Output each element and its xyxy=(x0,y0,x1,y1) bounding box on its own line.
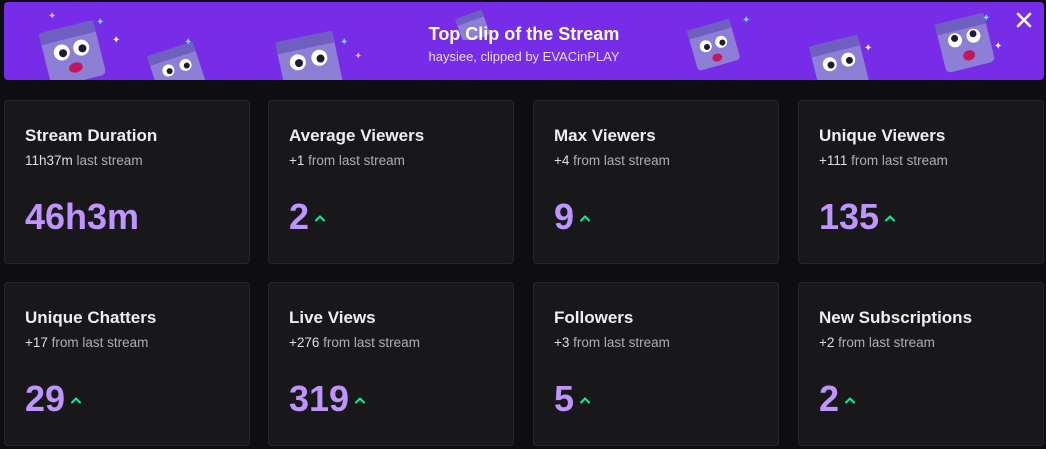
stat-delta-text: from last stream xyxy=(569,335,670,350)
sparkle-icon: ✦ xyxy=(96,17,105,28)
stat-delta: +111 from last stream xyxy=(819,153,948,168)
stat-value-row: 46h3m xyxy=(25,195,139,239)
stat-delta: +276 from last stream xyxy=(289,335,420,350)
stat-value: 2 xyxy=(289,196,310,237)
sparkle-icon: ✦ xyxy=(112,35,121,46)
stat-delta-value: +2 xyxy=(819,335,835,350)
stat-title: Average Viewers xyxy=(289,126,425,145)
stat-value: 29 xyxy=(25,378,66,419)
mascot-icon xyxy=(455,10,490,40)
stat-delta-text: from last stream xyxy=(47,335,149,350)
stat-card-followers: Followers +3 from last stream 5 xyxy=(533,282,779,446)
stat-card-unique-viewers: Unique Viewers +111 from last stream 135 xyxy=(798,100,1044,264)
stat-card-average-viewers: Average Viewers +1 from last stream 2 xyxy=(268,100,514,264)
stat-delta-text: from last stream xyxy=(847,153,948,168)
sparkle-icon: ✦ xyxy=(184,37,193,48)
mascot-icon xyxy=(146,41,205,80)
stat-card-unique-chatters: Unique Chatters +17 from last stream 29 xyxy=(4,282,250,446)
trend-up-icon xyxy=(315,215,326,222)
stat-value: 9 xyxy=(554,196,575,237)
stat-value-row: 29 xyxy=(25,377,82,421)
stat-card-new-subscriptions: New Subscriptions +2 from last stream 2 xyxy=(798,282,1044,446)
stat-card-live-views: Live Views +276 from last stream 319 xyxy=(268,282,514,446)
mascot-icon xyxy=(808,34,869,80)
mascot-icon xyxy=(934,12,995,73)
sparkle-icon: ✦ xyxy=(864,43,873,54)
sparkle-icon: ✦ xyxy=(48,11,57,22)
stat-value-row: 135 xyxy=(819,195,896,239)
stat-title: Max Viewers xyxy=(554,126,656,145)
mascot-icon xyxy=(275,30,344,80)
sparkle-icon: ✦ xyxy=(982,13,991,24)
stat-title: Stream Duration xyxy=(25,126,158,145)
sparkle-icon: ✦ xyxy=(742,15,751,26)
stat-card-stream-duration: Stream Duration 11h37m last stream 46h3m xyxy=(4,100,250,264)
mascot-icon xyxy=(686,18,740,71)
banner-title: Top Clip of the Stream xyxy=(428,24,620,44)
trend-up-icon xyxy=(71,397,82,404)
stat-delta-text: from last stream xyxy=(569,153,670,168)
stat-delta: +2 from last stream xyxy=(819,335,935,350)
stat-card-max-viewers: Max Viewers +4 from last stream 9 xyxy=(533,100,779,264)
stat-value-row: 2 xyxy=(289,195,326,239)
close-icon xyxy=(1016,12,1032,28)
trend-up-icon xyxy=(845,397,856,404)
stat-value-row: 319 xyxy=(289,377,366,421)
stat-delta-value: 11h37m xyxy=(25,153,73,168)
banner-subtitle: haysiee, clipped by EVACinPLAY xyxy=(428,49,620,64)
stat-value: 319 xyxy=(289,378,350,419)
close-button[interactable] xyxy=(1012,8,1036,32)
stat-title: Followers xyxy=(554,308,634,327)
stat-value: 135 xyxy=(819,196,880,237)
stat-delta-value: +17 xyxy=(25,335,48,350)
stat-delta: +1 from last stream xyxy=(289,153,405,168)
stat-value-row: 9 xyxy=(554,195,591,239)
stat-delta: 11h37m last stream xyxy=(25,153,143,168)
stat-delta-value: +4 xyxy=(554,153,570,168)
stat-value: 2 xyxy=(819,378,840,419)
stat-title: Unique Viewers xyxy=(819,126,946,145)
stat-delta: +17 from last stream xyxy=(25,335,148,350)
trend-up-icon xyxy=(580,215,591,222)
sparkle-icon: ✦ xyxy=(354,51,363,62)
stat-delta-value: +3 xyxy=(554,335,570,350)
stat-title: Unique Chatters xyxy=(25,308,157,327)
trend-up-icon xyxy=(885,215,896,222)
stat-value: 5 xyxy=(554,378,575,419)
stat-title: Live Views xyxy=(289,308,376,327)
stat-delta-text: from last stream xyxy=(304,153,405,168)
stat-delta-value: +1 xyxy=(289,153,305,168)
stat-delta-text: from last stream xyxy=(834,335,935,350)
stat-delta: +4 from last stream xyxy=(554,153,670,168)
sparkle-icon: ✦ xyxy=(340,37,349,48)
sparkle-icon: ✦ xyxy=(994,41,1003,52)
stat-delta: +3 from last stream xyxy=(554,335,670,350)
stat-delta-text: last stream xyxy=(72,153,143,168)
stat-delta-text: from last stream xyxy=(319,335,420,350)
stat-delta-value: +276 xyxy=(289,335,320,350)
stat-delta-value: +111 xyxy=(819,153,848,168)
stat-title: New Subscriptions xyxy=(819,308,973,327)
trend-up-icon xyxy=(580,397,591,404)
stat-value-row: 5 xyxy=(554,377,591,421)
mascot-icon xyxy=(38,19,106,80)
stat-value: 46h3m xyxy=(25,196,140,237)
top-clip-banner[interactable]: ✦ ✦ ✦ ✦ ✦ ✦ ✦ ✦ ✦ ✦ Top Clip of the Stre… xyxy=(4,2,1044,80)
trend-up-icon xyxy=(355,397,366,404)
stat-value-row: 2 xyxy=(819,377,856,421)
